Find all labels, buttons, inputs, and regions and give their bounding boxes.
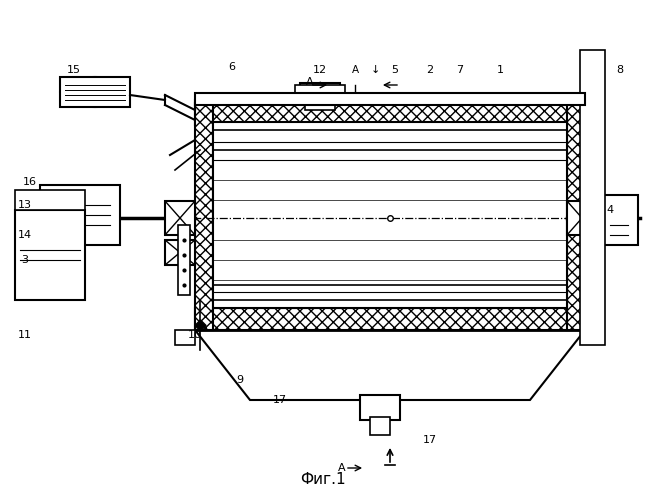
Bar bbox=[195, 103, 585, 125]
Bar bbox=[295, 85, 345, 93]
Text: 5: 5 bbox=[391, 65, 399, 75]
Text: 17: 17 bbox=[423, 435, 437, 445]
Bar bbox=[195, 93, 585, 105]
Bar bbox=[580, 50, 605, 345]
Text: 10: 10 bbox=[188, 330, 202, 340]
Text: 2: 2 bbox=[426, 65, 433, 75]
Bar bbox=[15, 210, 85, 300]
Text: 14: 14 bbox=[18, 230, 32, 240]
Text: 1: 1 bbox=[497, 65, 503, 75]
Bar bbox=[305, 100, 335, 110]
Bar bbox=[360, 395, 400, 420]
Text: 15: 15 bbox=[67, 65, 81, 75]
Bar bbox=[370, 417, 390, 435]
Bar bbox=[300, 83, 340, 103]
Bar bbox=[213, 122, 567, 308]
Bar bbox=[195, 100, 213, 330]
Bar bbox=[195, 100, 585, 330]
Bar bbox=[165, 201, 195, 235]
Text: 12: 12 bbox=[313, 65, 327, 75]
Text: 16: 16 bbox=[23, 177, 37, 187]
Bar bbox=[60, 77, 130, 107]
Text: Фиг.1: Фиг.1 bbox=[300, 472, 346, 488]
Text: 11: 11 bbox=[18, 330, 32, 340]
Text: 3: 3 bbox=[21, 255, 28, 265]
Bar bbox=[567, 201, 597, 235]
Bar bbox=[175, 330, 195, 345]
Bar bbox=[178, 225, 190, 295]
Bar bbox=[600, 195, 638, 245]
Text: 13: 13 bbox=[18, 200, 32, 210]
Text: A: A bbox=[339, 463, 346, 473]
Text: 7: 7 bbox=[457, 65, 464, 75]
Text: 8: 8 bbox=[616, 65, 623, 75]
Text: ↓: ↓ bbox=[370, 65, 380, 75]
Text: A: A bbox=[351, 65, 359, 75]
Text: 9: 9 bbox=[236, 375, 244, 385]
Bar bbox=[567, 100, 585, 330]
Bar bbox=[15, 190, 85, 210]
Text: 17: 17 bbox=[273, 395, 287, 405]
Text: 6: 6 bbox=[229, 62, 236, 72]
Bar bbox=[195, 308, 585, 330]
Ellipse shape bbox=[60, 77, 130, 107]
Bar bbox=[165, 240, 195, 265]
Text: 4: 4 bbox=[607, 205, 614, 215]
Text: A: A bbox=[306, 77, 314, 87]
Bar bbox=[40, 185, 120, 245]
